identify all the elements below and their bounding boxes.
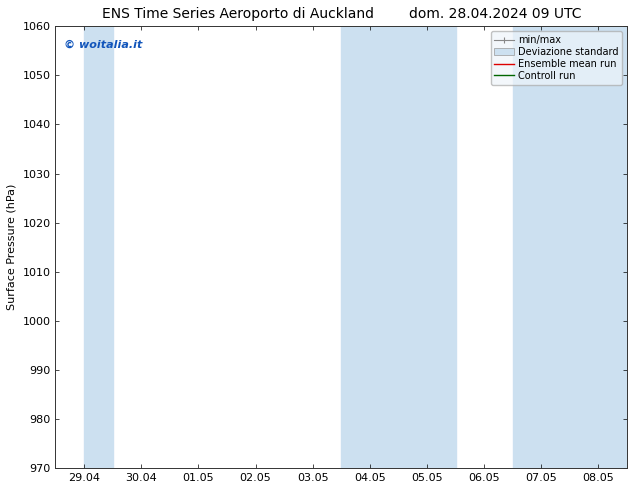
Bar xyxy=(341,26,456,468)
Y-axis label: Surface Pressure (hPa): Surface Pressure (hPa) xyxy=(7,184,17,311)
Bar xyxy=(84,26,113,468)
Text: © woitalia.it: © woitalia.it xyxy=(64,40,143,49)
Title: ENS Time Series Aeroporto di Auckland        dom. 28.04.2024 09 UTC: ENS Time Series Aeroporto di Auckland do… xyxy=(101,7,581,21)
Legend: min/max, Deviazione standard, Ensemble mean run, Controll run: min/max, Deviazione standard, Ensemble m… xyxy=(491,31,622,85)
Bar xyxy=(513,26,627,468)
